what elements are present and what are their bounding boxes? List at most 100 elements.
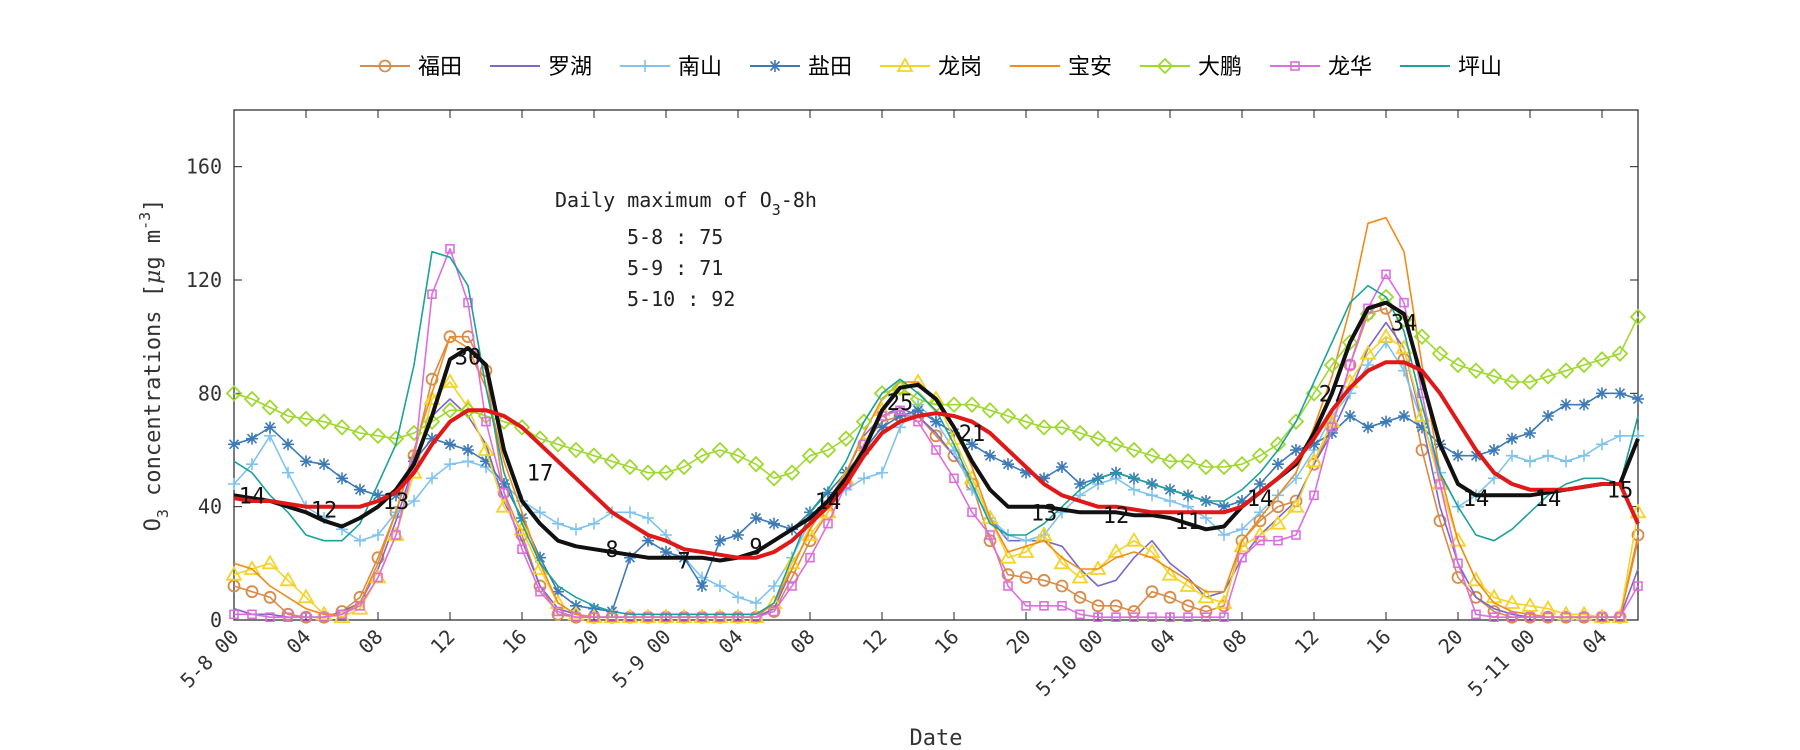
legend-entry: 龙华 [1270,55,1372,80]
series-point [967,507,977,518]
series-point [837,430,855,447]
legend-label: 南山 [678,55,722,80]
mean-label: 14 [1463,487,1490,512]
series-point [481,416,491,427]
series-point [787,581,797,591]
series-point [621,458,639,476]
series-point [1218,500,1230,513]
series-point [1128,483,1140,496]
series-point [1524,455,1536,468]
x-tick-label: 12 [1290,625,1324,659]
x-tick-label: 16 [930,625,964,659]
series-point [281,607,295,621]
series-point [1218,529,1230,541]
series-point [225,385,243,402]
x-axis-title: Date [910,726,963,750]
series-point [1291,530,1301,540]
series-point [535,586,545,597]
series-point [1089,430,1107,447]
x-tick-label: 5-9 00 [607,625,675,693]
series-point [300,455,312,468]
legend-marker [639,60,651,72]
series-point [801,526,819,541]
series-point [1254,478,1266,490]
series-point [1470,449,1482,462]
series-point [589,612,599,622]
mean-label: 7 [677,550,690,575]
x-tick-label: 04 [282,625,316,659]
plot-area [233,109,1639,621]
annotation-line-3: 5-10 : 92 [627,287,735,311]
series-point [1467,571,1485,587]
series-point [225,565,243,581]
series-point [1056,461,1068,473]
series-point [1071,424,1089,442]
series-point [1163,590,1177,604]
series-point [768,580,780,592]
series-point [228,438,240,451]
series-point [567,441,585,459]
series-point [1542,449,1554,462]
series-point [751,612,761,622]
y-tick-label: 120 [186,268,222,292]
series-point [588,517,600,530]
series-point [675,458,693,476]
series-point [319,612,329,622]
series-point [714,580,726,592]
series-point [1305,452,1323,468]
series-point [1489,612,1499,622]
series-point [247,609,257,620]
mean-label: 14 [1247,487,1274,512]
series-point [1344,410,1356,422]
series-point [693,447,711,464]
series-point [1380,415,1392,428]
series-point [462,444,474,456]
series-point [822,486,834,499]
series-point [264,421,276,434]
series-point [480,455,492,468]
series-point [660,546,672,558]
series-point [1272,458,1284,471]
series-layer [225,216,1647,624]
mean-label: 15 [1607,479,1634,504]
series-point [553,606,563,617]
series-point [263,590,277,604]
series-point [1197,458,1215,476]
series-point [1593,351,1611,368]
x-tick-label: 16 [498,625,532,659]
series-point [624,551,636,564]
series-point [1578,449,1590,462]
series-point [1614,429,1626,442]
series-point [1017,413,1035,430]
legend-entry: 大鹏 [1140,55,1242,80]
legend-marker [896,57,914,72]
series-point [1001,568,1015,582]
series-point [1074,478,1086,490]
series-point [696,580,708,592]
series-point [1197,588,1215,604]
series-point [1111,612,1121,622]
series-point [1107,436,1125,453]
series-point [1215,594,1233,609]
series-line [233,360,1640,560]
series-point [517,544,527,554]
x-tick-label: 08 [354,625,388,659]
series-point [534,506,546,519]
series-point [963,396,981,413]
series-point [354,483,366,496]
series-point [1125,441,1143,459]
series-point [552,585,564,598]
series-point [549,436,567,453]
series-point [625,612,635,622]
series-point [444,458,456,471]
series-point [639,464,657,481]
series-point [1251,447,1269,464]
series-point [1237,552,1247,563]
series-point [1019,571,1033,584]
legend-marker [1290,61,1300,71]
series-point [1631,528,1645,542]
series-point [426,472,438,485]
series-point [1560,455,1572,468]
series-point [1632,393,1644,405]
series-point [1431,345,1449,362]
